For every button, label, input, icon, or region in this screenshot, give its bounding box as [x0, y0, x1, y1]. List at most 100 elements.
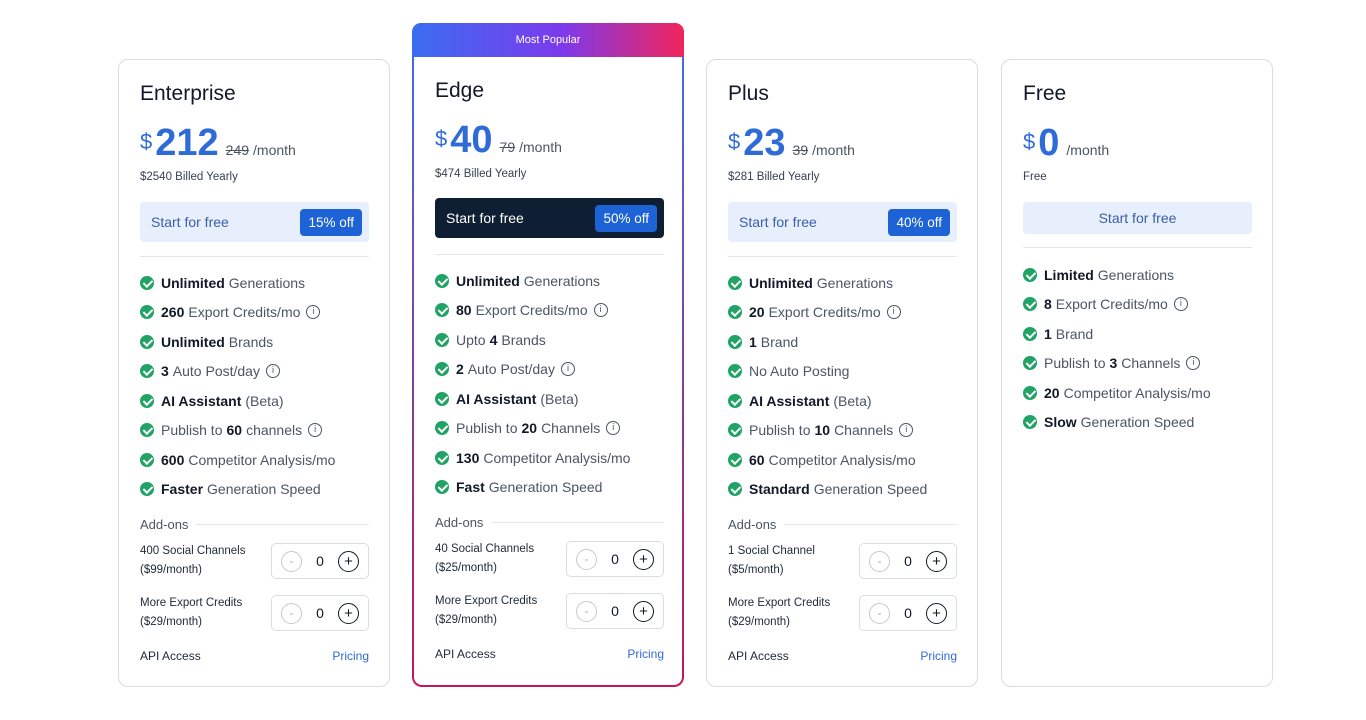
billed-yearly: $2540 Billed Yearly	[140, 171, 238, 183]
decrement-button[interactable]: -	[576, 548, 597, 570]
feature-item: 600 Competitor Analysis/mo	[140, 445, 375, 475]
feature-highlight: 20	[749, 304, 765, 321]
pricing-link[interactable]: Pricing	[332, 649, 369, 663]
feature-prefix: Publish to	[456, 420, 518, 437]
info-circle-icon[interactable]: i	[886, 305, 901, 320]
decrement-button[interactable]: -	[869, 602, 890, 624]
info-circle-icon[interactable]: i	[308, 423, 323, 438]
feature-item: Fast Generation Speed	[435, 473, 670, 503]
info-circle-icon[interactable]: i	[306, 305, 321, 320]
info-circle-icon[interactable]: i	[593, 303, 608, 318]
quantity-value[interactable]: 0	[611, 603, 619, 619]
feature-item: Unlimited Brands	[140, 327, 375, 357]
decrement-button[interactable]: -	[281, 602, 302, 624]
quantity-stepper: - 0 +	[271, 543, 369, 579]
plan-name: Plus	[728, 82, 769, 105]
info-circle-icon[interactable]: i	[606, 421, 621, 436]
decrement-button[interactable]: -	[281, 550, 302, 572]
info-circle-icon[interactable]: i	[560, 362, 575, 377]
plan-name: Edge	[435, 79, 485, 102]
addons-title: Add-ons	[435, 515, 664, 530]
start-for-free-button[interactable]: Start for free 15% off	[140, 202, 369, 242]
feature-highlight: 60	[749, 451, 765, 468]
quantity-stepper: - 0 +	[566, 541, 664, 577]
increment-button[interactable]: +	[337, 550, 359, 572]
feature-item: 3 Auto Post/day i	[140, 357, 375, 387]
feature-item: Publish to 20 Channels i	[435, 414, 670, 444]
quantity-stepper: - 0 +	[859, 543, 957, 579]
addon-label-line1: 40 Social Channels	[435, 543, 535, 555]
start-for-free-button[interactable]: Start for free	[1023, 202, 1252, 234]
check-circle-icon	[435, 421, 449, 436]
quantity-value[interactable]: 0	[316, 605, 324, 621]
check-circle-icon	[728, 364, 742, 379]
plan-name: Enterprise	[140, 82, 236, 105]
quantity-value[interactable]: 0	[316, 553, 324, 569]
check-circle-icon	[1023, 356, 1037, 371]
feature-prefix: Upto	[456, 331, 486, 348]
feature-text: Channels	[1121, 355, 1181, 372]
feature-highlight: 4	[489, 331, 498, 348]
plan-card-edge: Most Popular Edge $ 40 79 /month $474 Bi…	[412, 23, 684, 687]
feature-item: Unlimited Generations	[140, 268, 375, 298]
plan-card-plus: Plus $ 23 39 /month $281 Billed Yearly S…	[706, 59, 978, 687]
feature-text: Auto Post/day	[172, 363, 260, 380]
feature-text: Generation Speed	[488, 479, 603, 496]
check-circle-icon	[435, 303, 449, 318]
discount-badge: 15% off	[300, 208, 362, 236]
check-circle-icon	[728, 393, 742, 408]
decrement-button[interactable]: -	[576, 600, 597, 622]
pricing-link[interactable]: Pricing	[627, 647, 664, 661]
info-circle-icon[interactable]: i	[265, 364, 280, 379]
addon-label: 1 Social Channel ($5/month)	[728, 542, 815, 580]
increment-button[interactable]: +	[632, 600, 654, 622]
feature-list: Limited Generations 8 Export Credits/mo i 1 Br…	[1023, 260, 1258, 437]
info-circle-icon[interactable]: i	[899, 423, 914, 438]
api-access-row: API Access Pricing	[728, 649, 957, 663]
feature-highlight: Unlimited	[161, 333, 225, 350]
feature-item: Publish to 3 Channels i	[1023, 349, 1258, 379]
increment-button[interactable]: +	[337, 602, 359, 624]
decrement-button[interactable]: -	[869, 550, 890, 572]
start-for-free-button[interactable]: Start for free 50% off	[435, 198, 664, 238]
increment-button[interactable]: +	[632, 548, 654, 570]
pricing-link[interactable]: Pricing	[920, 649, 957, 663]
feature-highlight: 600	[161, 451, 185, 468]
feature-item: Faster Generation Speed	[140, 475, 375, 505]
feature-highlight: 3	[1109, 355, 1118, 372]
check-circle-icon	[728, 275, 742, 290]
billed-free: Free	[1023, 171, 1047, 183]
quantity-value[interactable]: 0	[904, 605, 912, 621]
info-circle-icon[interactable]: i	[1173, 297, 1188, 312]
feature-text: Competitor Analysis/mo	[188, 451, 336, 468]
divider	[728, 256, 957, 257]
feature-item: 60 Competitor Analysis/mo	[728, 445, 963, 475]
addon-label: 40 Social Channels ($25/month)	[435, 540, 534, 578]
feature-highlight: 60	[226, 422, 243, 439]
start-for-free-button[interactable]: Start for free 40% off	[728, 202, 957, 242]
divider	[140, 256, 369, 257]
price-period: /month	[812, 142, 855, 158]
quantity-value[interactable]: 0	[611, 551, 619, 567]
quantity-value[interactable]: 0	[904, 553, 912, 569]
info-circle-icon[interactable]: i	[1186, 356, 1201, 371]
price-amount: 23	[743, 122, 786, 164]
feature-item: 130 Competitor Analysis/mo	[435, 443, 670, 473]
feature-highlight: Unlimited	[161, 274, 225, 291]
check-circle-icon	[1023, 415, 1037, 430]
feature-text: Auto Post/day	[467, 361, 555, 378]
feature-highlight: AI Assistant	[161, 392, 242, 409]
addon-social-channels: 40 Social Channels ($25/month) - 0 +	[435, 541, 664, 577]
price-amount: 212	[155, 122, 219, 164]
feature-text: (Beta)	[833, 392, 872, 409]
feature-item: 2 Auto Post/day i	[435, 355, 670, 385]
feature-highlight: 20	[1044, 384, 1060, 401]
feature-item: AI Assistant (Beta)	[728, 386, 963, 416]
addon-label-line2: ($29/month)	[435, 614, 498, 626]
check-circle-icon	[728, 423, 742, 438]
plan-card-free: Free $ 0 /month Free Start for free Limi…	[1001, 59, 1273, 687]
feature-text: Generation Speed	[813, 481, 928, 498]
increment-button[interactable]: +	[925, 550, 947, 572]
increment-button[interactable]: +	[925, 602, 947, 624]
check-circle-icon	[140, 275, 154, 290]
